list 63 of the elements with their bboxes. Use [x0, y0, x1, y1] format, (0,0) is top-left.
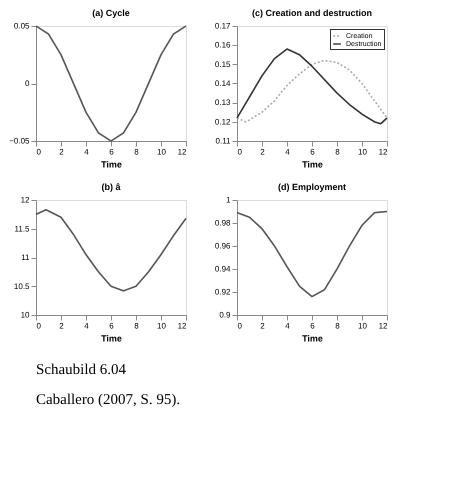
- x-tick-label: 2: [260, 322, 266, 330]
- x-tick-label: 6: [109, 148, 114, 156]
- x-tick-label: 8: [134, 322, 140, 330]
- line-series: [35, 208, 187, 292]
- x-tick-label: 12: [378, 148, 388, 156]
- x-axis-title: Time: [302, 160, 323, 170]
- y-tick-label: 0.98: [214, 218, 232, 228]
- x-tick-label: 10: [157, 148, 166, 156]
- y-tick-label: 0.14: [214, 79, 232, 88]
- x-tick-label: 4: [84, 148, 90, 156]
- x-tick-label: 0: [238, 148, 242, 156]
- chart-title: (c) Creation and destruction: [252, 8, 372, 18]
- y-tick-label: 0: [25, 79, 30, 88]
- chart-title: (a) Cycle: [92, 8, 130, 18]
- y-tick-label: 11: [21, 253, 30, 262]
- x-tick-label: 6: [310, 148, 316, 156]
- x-tick-label: 8: [134, 148, 140, 156]
- y-tick-label: 10.5: [14, 282, 30, 291]
- y-tick-label: −0.05: [9, 136, 30, 146]
- x-tick-label: 8: [335, 148, 340, 156]
- x-tick-label: 12: [178, 322, 188, 330]
- x-tick-label: 0: [36, 322, 42, 330]
- x-tick-label: 2: [59, 322, 64, 330]
- x-tick-label: 12: [178, 148, 188, 156]
- x-tick-label: 12: [378, 322, 388, 330]
- line-series: [236, 210, 388, 298]
- text: Schaubild 6.04: [36, 362, 126, 378]
- x-tick-label: 8: [335, 322, 340, 330]
- x-tick-label: 2: [260, 148, 266, 156]
- x-tick-label: 10: [358, 322, 368, 330]
- y-tick-label: 11.5: [14, 224, 30, 234]
- x-tick-label: 10: [157, 322, 166, 330]
- x-tick-label: 4: [285, 322, 290, 330]
- y-tick-label: 0.11: [216, 136, 232, 146]
- y-tick-label: 0.16: [214, 40, 232, 50]
- y-tick-label: 0.12: [214, 117, 232, 126]
- x-axis-title: Time: [101, 334, 122, 344]
- chart-title: (b) â: [102, 182, 122, 192]
- y-tick-label: 1: [226, 196, 232, 204]
- y-tick-label: 0.9: [219, 310, 232, 320]
- x-axis-title: Time: [302, 334, 323, 344]
- x-tick-label: 6: [310, 322, 316, 330]
- y-tick-label: 0.96: [214, 242, 232, 250]
- x-tick-label: 10: [358, 148, 368, 156]
- x-tick-label: 6: [109, 322, 114, 330]
- y-tick-label: 0.13: [214, 98, 232, 108]
- text: Caballero (2007, S. 95).: [36, 392, 180, 408]
- x-tick-label: 0: [238, 322, 242, 330]
- line-series: [236, 60, 388, 123]
- x-tick-label: 0: [36, 148, 42, 156]
- y-tick-label: 10: [20, 310, 30, 320]
- y-tick-label: 0.05: [14, 22, 30, 30]
- chart-title: (d) Employment: [278, 182, 346, 192]
- x-tick-label: 2: [59, 148, 64, 156]
- y-tick-label: 0.15: [214, 60, 232, 69]
- y-tick-label: 0.17: [214, 22, 232, 30]
- x-tick-label: 4: [84, 322, 90, 330]
- x-axis-title: Time: [101, 160, 122, 170]
- y-tick-label: 0.92: [214, 288, 232, 296]
- y-tick-label: 12: [20, 196, 30, 204]
- x-tick-label: 4: [285, 148, 290, 156]
- y-tick-label: 0.94: [214, 264, 232, 274]
- line-series: [236, 48, 388, 125]
